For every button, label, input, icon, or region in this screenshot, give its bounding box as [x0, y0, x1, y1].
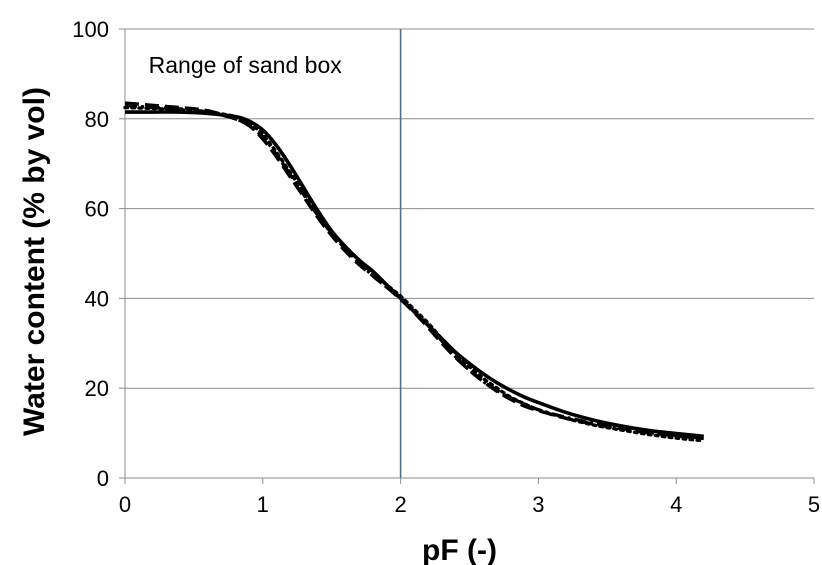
series-layer	[123, 101, 706, 443]
series-line-dot	[123, 105, 706, 443]
y-tick-label: 40	[85, 286, 109, 311]
horizontal-gridlines	[125, 28, 814, 389]
x-tick-label: 4	[670, 492, 682, 517]
axes	[119, 28, 815, 484]
y-tick-label: 0	[97, 466, 109, 491]
tick-labels: 0 20 40 60 80 100 0 1 2 3 4 5	[72, 17, 820, 517]
annotation-range-of-sand-box: Range of sand box	[149, 52, 343, 78]
y-axis-title: Water content (% by vol)	[18, 87, 51, 436]
y-tick-label: 20	[85, 376, 109, 401]
y-tick-label: 60	[85, 197, 109, 222]
y-tick-label: 80	[85, 107, 109, 132]
x-tick-label: 5	[808, 492, 820, 517]
y-tick-label: 100	[72, 17, 109, 42]
x-tick-label: 1	[257, 492, 269, 517]
x-axis-title: pF (-)	[422, 534, 497, 565]
series-line-solid	[124, 110, 704, 439]
series-line-dash-dot	[124, 103, 704, 440]
x-tick-label: 0	[119, 492, 131, 517]
x-tick-label: 2	[394, 492, 406, 517]
x-tick-label: 3	[532, 492, 544, 517]
